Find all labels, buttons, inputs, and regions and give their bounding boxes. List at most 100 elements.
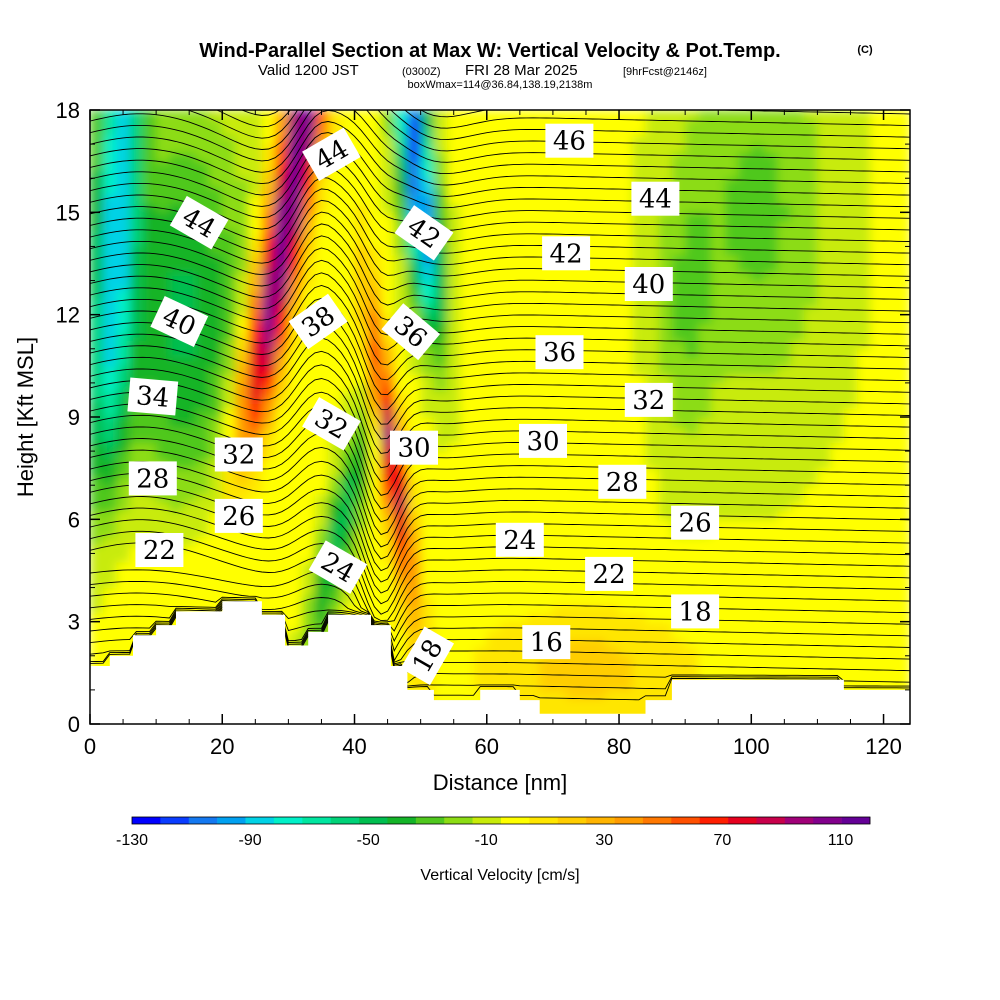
field-cell: [433, 135, 448, 145]
field-cell: [883, 417, 898, 427]
field-cell: [261, 195, 276, 205]
field-cell: [90, 323, 104, 333]
field-cell: [857, 152, 871, 162]
field-cell: [685, 630, 699, 640]
field-cell: [592, 220, 607, 230]
field-cell: [209, 596, 223, 606]
field-cell: [790, 365, 805, 375]
field-cell: [658, 161, 673, 171]
field-cell: [566, 161, 580, 171]
field-cell: [817, 493, 832, 503]
colorbar: -130 -90 -50 -10 30 70 110: [116, 816, 871, 849]
field-cell: [738, 203, 752, 213]
field-cell: [314, 519, 329, 529]
field-cell: [671, 365, 686, 375]
field-cell: [301, 280, 316, 290]
field-cell: [447, 306, 461, 316]
field-cell: [830, 417, 845, 427]
field-cell: [513, 289, 528, 299]
field-cell: [433, 144, 448, 154]
contour-label: 32: [624, 382, 673, 417]
field-cell: [380, 536, 395, 546]
field-cell: [605, 382, 620, 393]
field-cell: [394, 485, 409, 495]
field-cell: [354, 382, 369, 393]
field-cell: [328, 220, 342, 230]
field-cell: [632, 630, 647, 640]
field-cell: [394, 408, 409, 418]
colorbar-tick-label: -90: [239, 832, 262, 849]
field-cell: [328, 442, 342, 452]
field-cell: [566, 493, 580, 503]
field-cell: [698, 357, 713, 367]
field-cell: [261, 152, 276, 162]
field-cell: [460, 365, 475, 375]
field-cell: [328, 195, 342, 205]
field-cell: [738, 212, 752, 222]
field-cell: [724, 357, 739, 367]
field-cell: [698, 408, 713, 418]
field-cell: [605, 587, 620, 597]
field-cell: [288, 493, 303, 503]
field-cell: [724, 144, 739, 154]
field-cell: [500, 118, 514, 128]
field-cell: [433, 681, 448, 691]
field-cell: [711, 468, 726, 478]
field-cell: [275, 570, 289, 580]
field-cell: [526, 485, 541, 495]
field-cell: [817, 289, 832, 299]
field-cell: [513, 161, 528, 171]
field-cell: [830, 459, 845, 469]
field-cell: [870, 195, 885, 205]
field-cell: [354, 459, 369, 469]
field-cell: [817, 434, 832, 444]
field-cell: [658, 374, 673, 384]
field-cell: [275, 442, 289, 452]
field-cell: [433, 485, 448, 495]
field-cell: [90, 220, 104, 230]
field-cell: [764, 425, 779, 435]
field-cell: [552, 459, 567, 469]
field-cell: [473, 161, 488, 171]
field-cell: [513, 263, 528, 273]
field-cell: [248, 493, 263, 503]
field-cell: [486, 254, 501, 265]
field-cell: [275, 365, 289, 375]
field-cell: [619, 536, 633, 546]
field-cell: [182, 468, 197, 478]
field-cell: [129, 579, 144, 589]
field-cell: [169, 570, 184, 580]
field-cell: [552, 613, 567, 623]
field-cell: [380, 476, 395, 486]
field-cell: [579, 374, 594, 384]
field-cell: [447, 553, 461, 563]
field-cell: [103, 485, 118, 495]
field-cell: [526, 459, 541, 469]
field-cell: [500, 144, 514, 154]
field-cell: [645, 459, 660, 469]
field-cell: [486, 553, 501, 563]
field-cell: [235, 417, 250, 427]
field-cell: [830, 579, 845, 589]
field-cell: [314, 485, 329, 495]
field-cell: [539, 485, 554, 495]
field-cell: [235, 340, 250, 350]
field-cell: [830, 280, 845, 290]
field-cell: [460, 237, 475, 248]
field-cell: [671, 289, 686, 299]
field-cell: [764, 135, 779, 145]
field-cell: [354, 340, 369, 350]
field-cell: [539, 289, 554, 299]
field-cell: [790, 587, 805, 597]
field-cell: [711, 152, 726, 162]
field-cell: [288, 399, 303, 410]
field-cell: [724, 382, 739, 393]
field-cell: [738, 323, 752, 333]
field-cell: [698, 229, 713, 239]
field-cell: [182, 280, 197, 290]
field-cell: [169, 596, 184, 606]
field-cell: [857, 237, 871, 248]
field-cell: [764, 237, 779, 248]
field-cell: [645, 451, 660, 461]
field-cell: [579, 672, 594, 682]
